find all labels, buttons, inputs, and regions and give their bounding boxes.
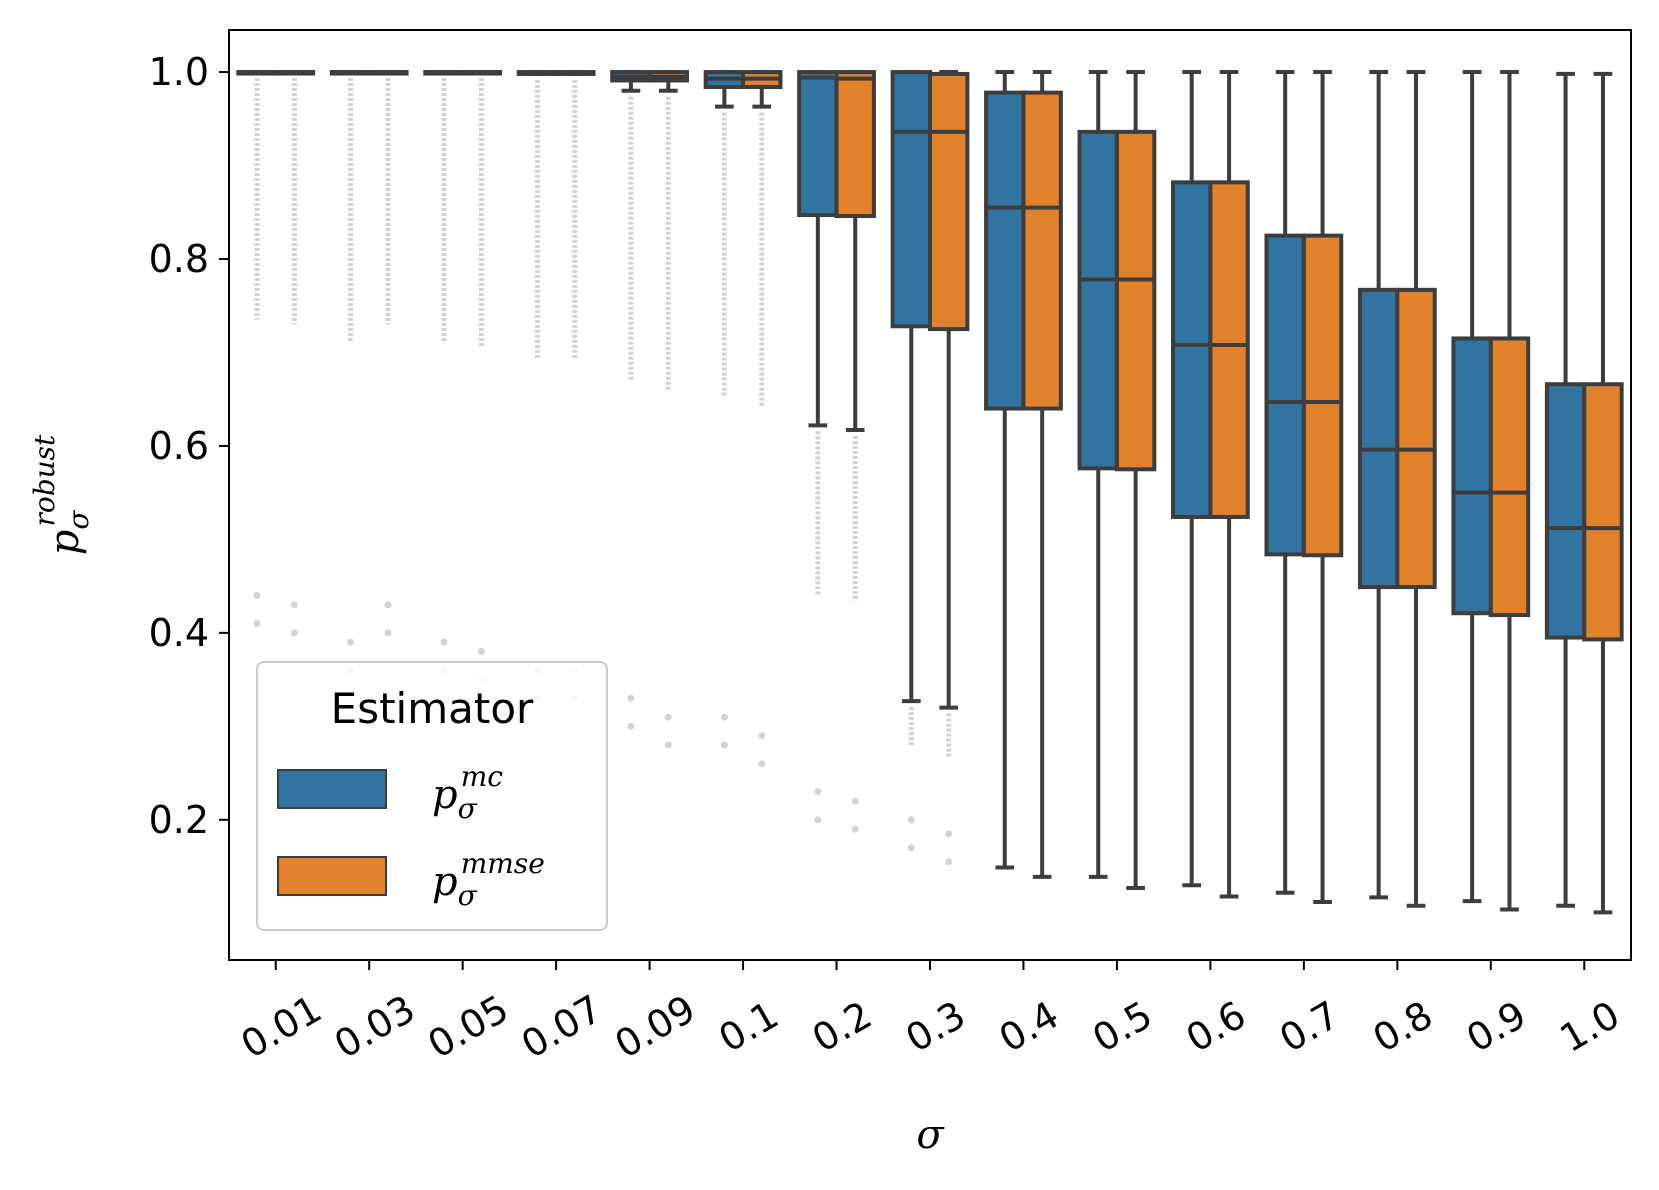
box-iqr bbox=[1114, 129, 1157, 472]
y-label-sub: σ bbox=[62, 510, 95, 530]
box-iqr bbox=[1021, 90, 1063, 411]
box-group-mc bbox=[890, 70, 933, 704]
flier-point bbox=[477, 648, 485, 656]
box-group-mc bbox=[236, 70, 278, 76]
y-label-base: p bbox=[42, 530, 88, 556]
box-group-mc bbox=[1544, 71, 1587, 908]
legend-swatch-mc bbox=[277, 769, 387, 809]
box-iqr bbox=[1077, 129, 1119, 471]
svg-text:pσrobust: pσrobust bbox=[28, 434, 95, 555]
legend-mc-sup: mc bbox=[461, 760, 504, 793]
box-group-mc bbox=[423, 70, 465, 76]
flier-point bbox=[758, 760, 766, 768]
box-iqr bbox=[1544, 382, 1587, 640]
box-iqr bbox=[928, 71, 970, 332]
y-tick-label: 1.0 bbox=[149, 50, 209, 94]
flier-point bbox=[907, 844, 915, 852]
box-group-mmse bbox=[1395, 70, 1437, 908]
legend: Estimator pσmc pσmmse bbox=[256, 661, 608, 931]
flier-point bbox=[384, 629, 392, 637]
legend-mmse-sup: mmse bbox=[461, 847, 545, 880]
box-iqr bbox=[1301, 233, 1344, 558]
legend-mmse-base: p bbox=[432, 859, 458, 905]
legend-mmse-sub: σ bbox=[458, 879, 478, 912]
box-group-mc bbox=[329, 70, 372, 76]
box-group-mmse bbox=[1021, 70, 1063, 879]
box-group-mmse bbox=[1488, 70, 1531, 912]
flier-point bbox=[440, 638, 448, 646]
box-layer bbox=[236, 70, 1624, 915]
box-group-mmse bbox=[741, 70, 783, 109]
box-group-mmse bbox=[554, 70, 596, 76]
flier-point bbox=[347, 638, 355, 646]
box-iqr bbox=[1488, 336, 1531, 618]
x-axis-label: σ bbox=[916, 1112, 945, 1158]
box-group-mc bbox=[1451, 70, 1493, 904]
box-group-mmse bbox=[928, 70, 970, 710]
box-group-mmse bbox=[367, 70, 409, 76]
flier-point bbox=[253, 591, 261, 599]
legend-mc-base: p bbox=[432, 772, 458, 818]
y-label-sup: robust bbox=[28, 434, 61, 527]
flier-point bbox=[384, 601, 392, 609]
box-iqr bbox=[1357, 287, 1400, 590]
box-group-mmse bbox=[647, 70, 689, 93]
flier-point bbox=[758, 732, 766, 740]
box-group-mmse bbox=[1208, 70, 1250, 899]
flier-point bbox=[945, 830, 953, 838]
legend-swatch-mmse bbox=[277, 856, 387, 896]
y-tick-label: 0.4 bbox=[149, 611, 209, 655]
y-tick-label: 0.8 bbox=[149, 237, 209, 281]
box-iqr bbox=[797, 70, 839, 218]
box-group-mc bbox=[516, 70, 559, 76]
box-iqr bbox=[984, 90, 1026, 411]
box-iqr bbox=[1395, 287, 1437, 590]
flier-point bbox=[290, 629, 298, 637]
y-axis: 0.2 0.4 0.6 0.8 1.0 bbox=[149, 50, 229, 842]
flier-point bbox=[851, 825, 859, 833]
box-group-mmse bbox=[460, 70, 503, 76]
flier-point bbox=[627, 694, 635, 702]
box-iqr bbox=[1264, 233, 1306, 557]
box-group-mmse bbox=[273, 70, 316, 76]
box-group-mmse bbox=[1582, 71, 1624, 915]
box-group-mmse bbox=[834, 70, 876, 433]
flier-point bbox=[945, 858, 953, 866]
box-iqr bbox=[1171, 180, 1213, 519]
y-axis-label: pσrobust bbox=[28, 434, 95, 555]
box-iqr bbox=[890, 70, 933, 329]
box-group-mmse bbox=[1114, 70, 1157, 891]
flier-point bbox=[720, 741, 728, 749]
legend-mc-sub: σ bbox=[458, 792, 478, 825]
flier-point bbox=[814, 788, 822, 796]
flier-point bbox=[664, 713, 672, 721]
legend-title: Estimator bbox=[331, 684, 534, 733]
flier-point bbox=[290, 601, 298, 609]
flier-point bbox=[720, 713, 728, 721]
flier-point bbox=[907, 816, 915, 824]
flier-point bbox=[814, 816, 822, 824]
box-iqr bbox=[834, 70, 876, 218]
y-tick-label: 0.2 bbox=[149, 798, 209, 842]
box-group-mmse bbox=[1301, 70, 1344, 905]
legend-entry-mc: pσmc bbox=[432, 760, 503, 825]
box-iqr bbox=[1582, 382, 1624, 642]
flier-layer bbox=[253, 78, 953, 866]
box-iqr bbox=[1451, 336, 1493, 616]
box-iqr bbox=[1208, 180, 1250, 519]
flier-point bbox=[253, 620, 261, 628]
y-tick-label: 0.6 bbox=[149, 424, 209, 468]
legend-entry-mmse: pσmmse bbox=[432, 847, 545, 912]
flier-point bbox=[664, 741, 672, 749]
flier-point bbox=[627, 722, 635, 730]
box-group-mc bbox=[797, 70, 839, 428]
flier-point bbox=[851, 797, 859, 805]
